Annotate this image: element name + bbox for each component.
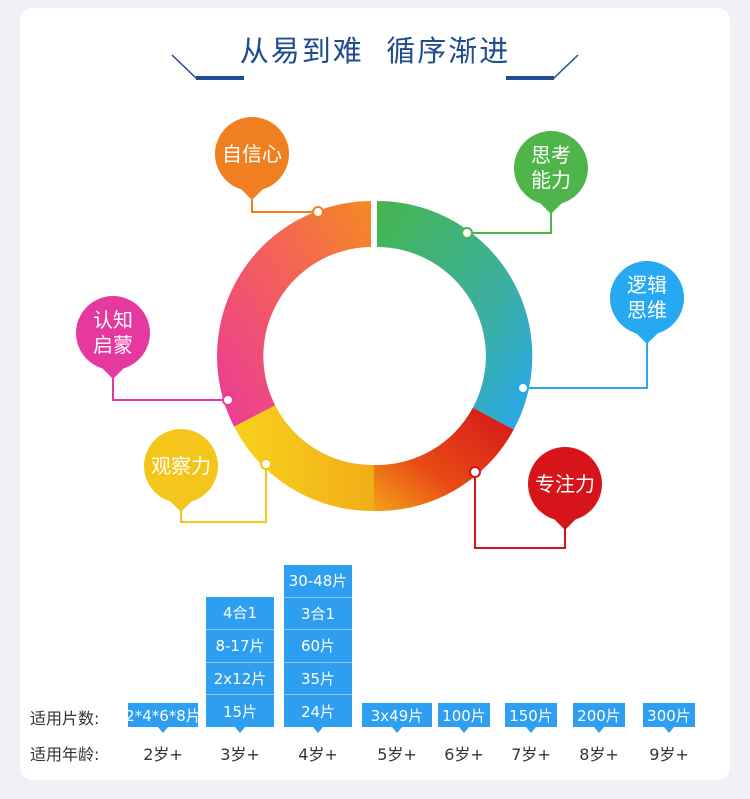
pieces-cell: 30-48片 [288, 572, 348, 591]
skill-label-confidence: 自信心 [222, 141, 282, 166]
ring-dot-confidence [312, 206, 324, 218]
pieces-cell: 60片 [284, 629, 352, 662]
age-label-7: 7岁+ [511, 745, 551, 764]
bubble-observe [144, 429, 218, 512]
connector-logic [523, 335, 648, 389]
pieces-column-3: 4合1 8-17片 2x12片 15片 [206, 597, 274, 733]
ring-dot-cognition [222, 394, 234, 406]
connector-cognition [112, 368, 228, 401]
age-label-5: 5岁+ [377, 745, 417, 764]
ring-dot-thinking [461, 227, 473, 239]
ring-dot-logic [517, 382, 529, 394]
ring-segment-green [377, 200, 533, 430]
pieces-tag-5: 3x49片 [362, 703, 432, 733]
bubble-focus [528, 447, 602, 530]
age-label-2: 2岁+ [143, 745, 183, 764]
pieces-cell: 8-17片 [206, 628, 274, 662]
pieces-cell: 24片 [284, 694, 352, 727]
pieces-tag-2: 2*4*6*8片 [125, 703, 201, 733]
ring-segment-yellow [234, 405, 374, 512]
pieces-cell: 2x12片 [206, 661, 274, 695]
age-label-9: 9岁+ [649, 745, 689, 764]
title-decoration [171, 54, 579, 80]
ring-segment-red [374, 407, 514, 512]
skill-wheel [76, 54, 684, 549]
ring-dot-focus [469, 466, 481, 478]
age-label-6: 6岁+ [444, 745, 484, 764]
skill-label-logic: 逻辑 思维 [627, 273, 667, 322]
bubble-cognition [76, 296, 150, 379]
pieces-cell: 35片 [284, 661, 352, 695]
age-label-4: 4岁+ [298, 745, 338, 764]
ring-dot-observe [260, 458, 272, 470]
skill-label-focus: 专注力 [535, 471, 595, 496]
pieces-cell: 4合1 [222, 604, 258, 623]
age-row-label: 适用年龄: [30, 745, 100, 764]
age-label-3: 3岁+ [220, 745, 260, 764]
pieces-cell: 3合1 [284, 596, 352, 630]
skill-label-thinking: 思考 能力 [531, 143, 571, 192]
skill-label-cognition: 认知 启蒙 [93, 308, 133, 357]
bubble-confidence [215, 117, 289, 200]
bubble-thinking [514, 131, 588, 214]
page-title: 从易到难 循序渐进 [239, 34, 511, 68]
pieces-tag-8: 200片 [573, 703, 625, 733]
age-label-8: 8岁+ [579, 745, 619, 764]
pieces-tag-6: 100片 [438, 703, 490, 733]
bubble-logic [610, 261, 684, 344]
pieces-column-4: 30-48片 3合1 60片 35片 24片 [284, 565, 352, 733]
content-card [20, 8, 730, 780]
pieces-row-label: 适用片数: [30, 709, 100, 728]
pieces-tag-9: 300片 [643, 703, 695, 733]
pieces-cell: 15片 [206, 694, 274, 727]
ring-segment-orange [217, 201, 371, 427]
connector-confidence [251, 190, 318, 213]
skill-label-observe: 观察力 [151, 453, 211, 478]
pieces-tag-7: 150片 [505, 703, 557, 733]
connector-focus [474, 472, 566, 549]
